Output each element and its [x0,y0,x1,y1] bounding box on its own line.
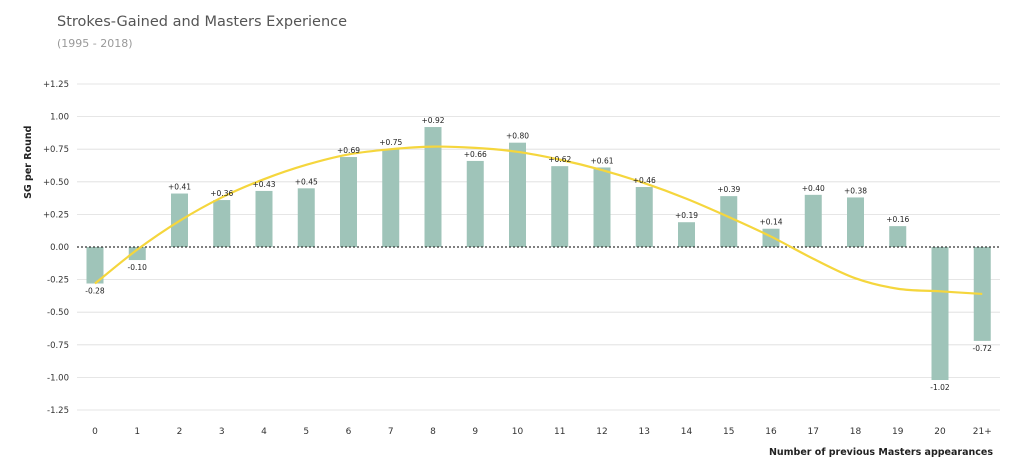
bar [804,194,822,247]
data-label: +0.36 [210,189,233,198]
x-tick-label: 4 [261,427,267,437]
bar [593,167,611,247]
x-tick-label: 16 [765,427,777,437]
x-tick-label: 14 [681,427,693,437]
x-tick-label: 21+ [973,427,992,437]
data-label: +0.75 [379,138,402,147]
bar [255,190,273,247]
bar-labels: -0.28 -0.10 +0.41 +0.36 +0.43 +0.45 +0.69 +0.75… [85,116,992,392]
data-label: +0.66 [464,150,487,159]
x-tick-label: 20 [934,427,946,437]
x-tick-label: 10 [512,427,524,437]
bar [340,157,357,247]
bar [931,247,949,381]
x-tick-label: 17 [808,427,819,437]
bar [720,196,738,247]
trend-line [94,145,983,296]
x-tick-label: 12 [596,427,607,437]
y-tick-label: -1.00 [47,373,69,383]
x-tick-label: 15 [723,427,734,437]
data-label: -0.28 [85,287,105,296]
data-label: -0.72 [973,344,993,353]
y-tick-label: -1.25 [47,406,69,416]
bar [847,197,864,247]
chart-title: Strokes-Gained and Masters Experience [57,14,348,30]
bar [551,166,569,247]
bar [678,222,695,247]
data-label: +0.43 [253,180,276,189]
y-tick-label: 0.00 [50,243,69,253]
x-tick-label: 19 [892,427,904,437]
data-label: -1.02 [930,383,950,392]
bar [297,188,315,247]
data-label: +0.41 [168,183,191,192]
data-label: +0.45 [295,177,318,186]
bar [382,149,400,247]
bar [889,226,907,247]
x-tick-label: 11 [554,427,565,437]
y-tick-label: -0.75 [47,341,69,351]
bar [466,160,484,247]
y-axis: +1.25 1.00 +0.75 +0.50 +0.25 0.00 -0.25 -0.50 -0… [43,80,69,416]
x-tick-label: 9 [472,427,478,437]
x-tick-label: 1 [134,427,140,437]
data-label: +0.69 [337,146,360,155]
bar [128,247,146,261]
x-tick-label: 7 [388,427,394,437]
data-label: -0.10 [128,263,148,272]
bar-series [86,127,991,381]
y-tick-label: -0.25 [47,276,69,286]
x-tick-label: 2 [177,427,183,437]
chart-subtitle: (1995 - 2018) [57,37,133,50]
bar [424,127,442,247]
x-tick-label: 5 [303,427,309,437]
x-tick-label: 3 [219,427,225,437]
x-tick-label: 13 [639,427,650,437]
y-tick-label: -0.50 [47,308,69,318]
y-tick-label: +0.25 [43,210,69,220]
grid-lines [77,83,1000,411]
x-tick-label: 0 [92,427,98,437]
data-label: +0.92 [422,116,445,125]
x-axis: 0 1 2 3 4 5 6 7 8 9 10 11 12 13 14 15 16 17 18 19 20 21+ [92,427,992,437]
data-label: +0.39 [717,185,740,194]
y-tick-label: +0.75 [43,145,69,155]
x-tick-label: 6 [346,427,352,437]
bar [213,200,231,247]
y-axis-title: SG per Round [23,126,34,199]
x-axis-title: Number of previous Masters appearances [769,447,993,458]
data-label: +0.16 [886,215,909,224]
data-label: +0.38 [844,186,867,195]
data-label: +0.14 [760,218,783,227]
y-tick-label: +1.25 [43,80,69,90]
bar [762,228,780,247]
data-label: +0.62 [548,155,571,164]
bar [509,142,526,247]
y-tick-label: 1.00 [50,113,69,123]
data-label: +0.80 [506,132,529,141]
bar [86,247,104,284]
x-tick-label: 18 [850,427,862,437]
y-tick-label: +0.50 [43,178,69,188]
bar [635,187,653,247]
x-tick-label: 8 [430,427,436,437]
data-label: +0.61 [591,156,614,165]
data-label: +0.19 [675,211,698,220]
data-label: +0.46 [633,176,656,185]
data-label: +0.40 [802,184,825,193]
